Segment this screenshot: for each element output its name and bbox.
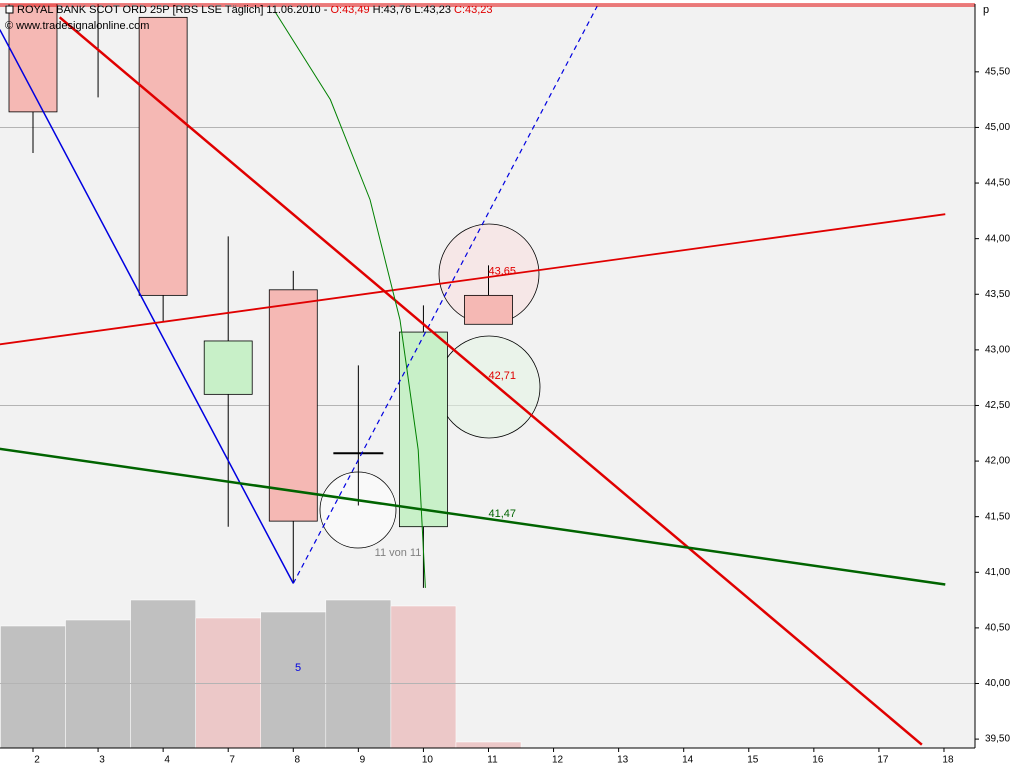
y-tick-label: 44,50 [985, 178, 1010, 189]
y-tick-label: 40,50 [985, 623, 1010, 634]
candle-body [464, 294, 513, 325]
note: 11 von 11 [375, 547, 422, 559]
trend-line [0, 213, 946, 346]
y-tick-label: 43,50 [985, 289, 1010, 300]
title-part: ROYAL BANK SCOT ORD 25P [RBS LSE Täglich… [17, 4, 330, 16]
candle-body [268, 289, 318, 522]
x-tick-label: 2 [34, 755, 40, 766]
x-tick-label: 7 [229, 755, 235, 766]
annotation: 41,47 [488, 508, 516, 520]
x-tick-label: 14 [682, 755, 694, 766]
annotation: 42,71 [488, 370, 516, 382]
x-tick-label: 18 [942, 755, 954, 766]
x-tick-label: 11 [487, 755, 498, 766]
subtitle: © www.tradesignalonline.com [5, 20, 149, 32]
y-tick-label: 45,50 [985, 66, 1010, 77]
x-tick-label: 8 [294, 755, 300, 766]
volume-bar [390, 605, 457, 748]
volume-bar [260, 611, 327, 748]
x-tick-label: 4 [164, 755, 170, 766]
y-tick-label: 41,00 [985, 567, 1010, 578]
x-tick-label: 12 [552, 755, 564, 766]
x-tick-label: 3 [99, 755, 105, 766]
y-tick-label: 44,00 [985, 233, 1010, 244]
x-tick-label: 16 [812, 755, 824, 766]
volume-bar [65, 619, 131, 748]
candle-body [203, 340, 253, 395]
unit-label: p [983, 4, 989, 16]
trend-line [292, 5, 598, 584]
trend-line [0, 447, 946, 586]
annotations: 43,65 42,71 41,47 [488, 265, 516, 519]
x-tick-label: 15 [747, 755, 759, 766]
y-tick-label: 42,50 [985, 400, 1010, 411]
annotation: 43,65 [488, 265, 516, 277]
y-tick-label: 43,00 [985, 345, 1010, 356]
volume-bar [0, 625, 66, 748]
chart-title: ROYAL BANK SCOT ORD 25P [RBS LSE Täglich… [17, 4, 493, 16]
volume-pane [0, 599, 522, 748]
x-tick-label: 17 [877, 755, 889, 766]
note: 5 [295, 662, 301, 674]
highlight-circle [437, 335, 541, 439]
trend-line [58, 16, 923, 746]
x-tick-label: 9 [360, 755, 366, 766]
candle-body [138, 16, 188, 296]
trend-lines [0, 5, 946, 746]
volume-bar [455, 741, 522, 748]
y-tick-label: 40,00 [985, 678, 1010, 689]
y-tick-label: 42,00 [985, 456, 1010, 467]
y-tick-label: 45,00 [985, 122, 1010, 133]
x-tick-label: 13 [617, 755, 629, 766]
trend-line [0, 29, 294, 584]
y-tick-label: 39,50 [985, 734, 1010, 745]
candle-body [8, 4, 58, 113]
candle-body [399, 331, 448, 528]
icon [5, 5, 14, 14]
x-tick-label: 10 [422, 755, 434, 766]
title-part: C:43,23 [454, 4, 493, 16]
y-tick-label: 41,50 [985, 511, 1010, 522]
volume-bar [130, 599, 196, 748]
title-part: H:43,76 L:43,23 [370, 4, 454, 16]
volume-bar [325, 599, 392, 748]
title-part: O:43,49 [330, 4, 369, 16]
candles [8, 4, 513, 588]
trend-line [274, 11, 426, 588]
